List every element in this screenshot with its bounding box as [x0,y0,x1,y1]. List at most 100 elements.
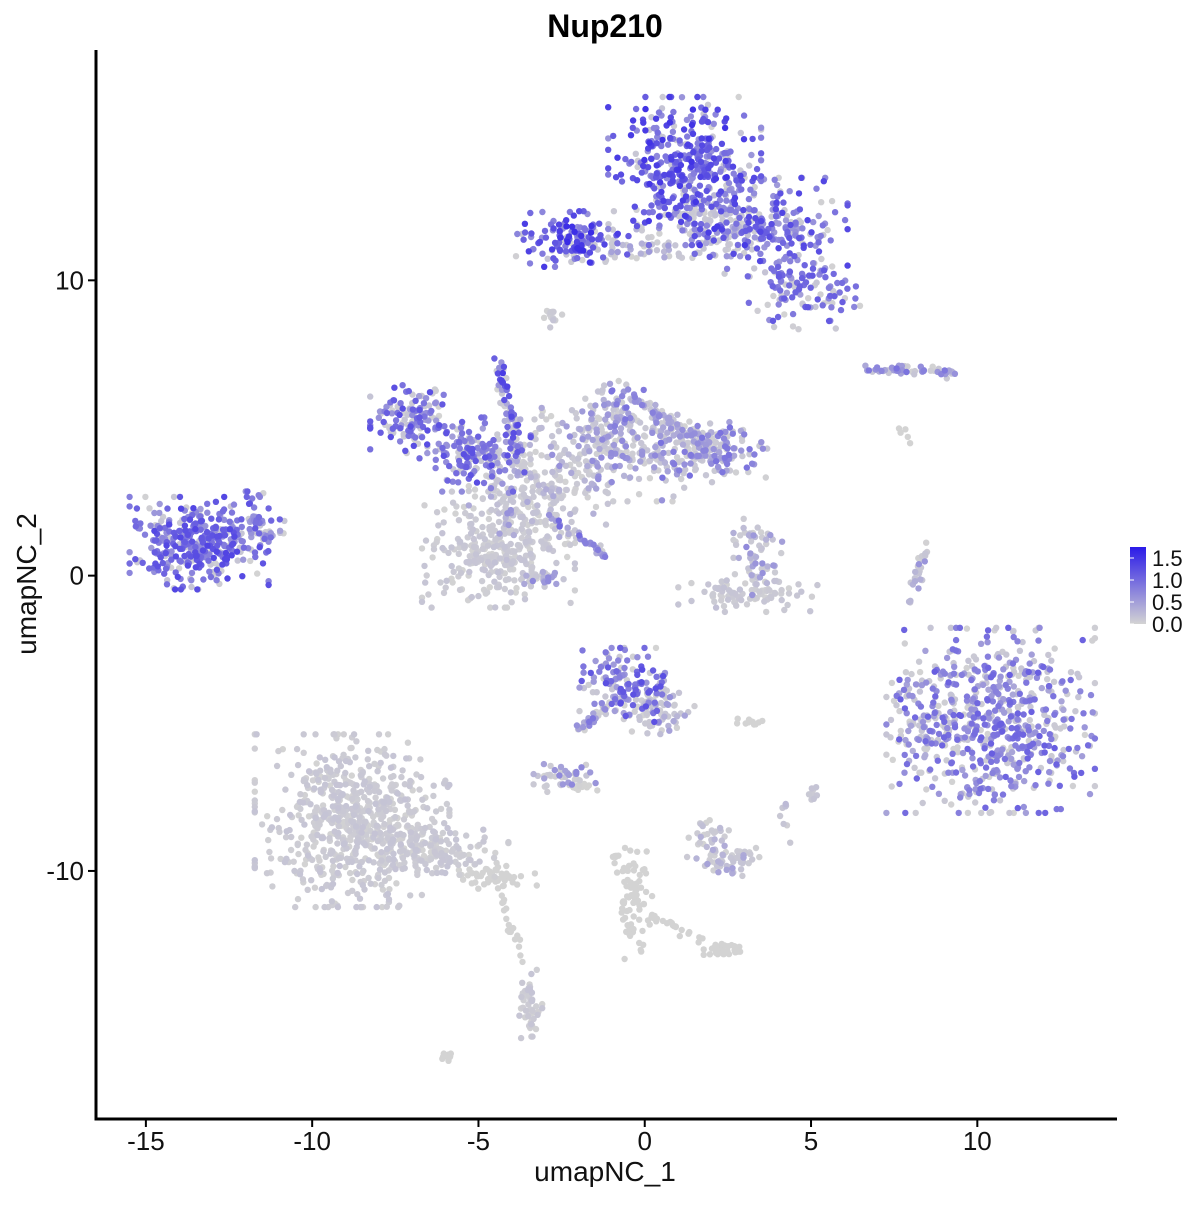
data-point [782,217,790,224]
data-point [446,812,453,819]
data-point [704,432,712,439]
data-point [684,133,691,140]
data-point [507,445,514,452]
data-point [945,769,952,776]
data-point [731,233,738,240]
data-point [526,260,534,267]
data-point [518,462,525,470]
data-point [373,822,380,829]
data-point [941,797,948,804]
data-point [421,562,428,570]
data-point [814,296,821,303]
data-point [429,554,436,561]
data-point [389,836,397,843]
data-point [478,556,485,564]
data-point [618,392,626,400]
data-point [251,857,258,864]
data-point [244,488,251,495]
data-point [698,202,705,210]
data-point [711,452,718,460]
data-point [836,289,843,296]
data-point [1006,809,1013,817]
data-point [370,859,377,866]
data-point [725,241,732,248]
data-point [316,754,323,761]
data-point [928,740,935,747]
data-point [943,757,950,764]
data-point [883,721,890,728]
data-point [1026,673,1034,681]
data-point [655,109,663,116]
data-point [502,431,509,439]
data-point [628,728,636,735]
data-point [335,758,343,765]
data-point [159,559,166,567]
data-point [611,707,618,715]
data-point [935,730,943,738]
data-point [240,544,248,551]
data-point [674,411,681,418]
data-point [664,429,671,436]
data-point [589,436,596,444]
data-point [506,928,513,935]
data-point [831,293,838,300]
data-point [1025,668,1032,676]
data-point [974,700,981,707]
data-point [336,862,343,870]
data-point [322,781,329,788]
data-point [605,171,612,178]
data-point [465,428,473,436]
data-point [329,867,336,874]
data-point [565,451,572,458]
data-point [359,881,366,889]
data-point [400,816,408,823]
data-point [472,551,480,558]
data-point [495,436,502,443]
data-point [963,625,971,632]
data-point [935,790,943,797]
data-point [802,279,810,286]
data-point [481,536,488,543]
data-point [1035,723,1042,730]
data-point [747,554,754,562]
data-point [737,129,744,137]
data-point [723,460,731,468]
data-point [1089,709,1096,716]
data-point [673,439,680,446]
data-point [991,707,999,714]
data-point [251,745,258,752]
data-point [490,854,498,861]
data-point [901,626,908,634]
data-point [311,785,318,792]
data-point [949,750,956,757]
data-point [300,749,307,756]
data-point [494,459,501,467]
data-point [462,509,469,517]
data-point [435,440,442,447]
data-point [710,867,717,874]
data-point [663,700,670,708]
data-point [676,137,683,144]
data-point [983,633,991,640]
data-point [708,827,715,834]
data-point [495,510,503,517]
data-point [350,731,358,738]
data-point [494,569,502,576]
data-point [776,812,784,820]
data-point [682,241,689,249]
data-point [512,253,520,260]
data-point [1024,748,1031,755]
data-point [700,197,708,204]
data-point [562,478,569,485]
data-point [432,400,439,407]
data-point [547,762,554,770]
data-point [737,859,745,866]
data-point [629,450,636,457]
data-point [748,460,756,467]
data-point [883,751,890,758]
data-point [261,535,268,542]
data-point [827,237,834,244]
data-point [404,802,411,809]
data-point [523,572,530,579]
data-point [748,572,755,579]
